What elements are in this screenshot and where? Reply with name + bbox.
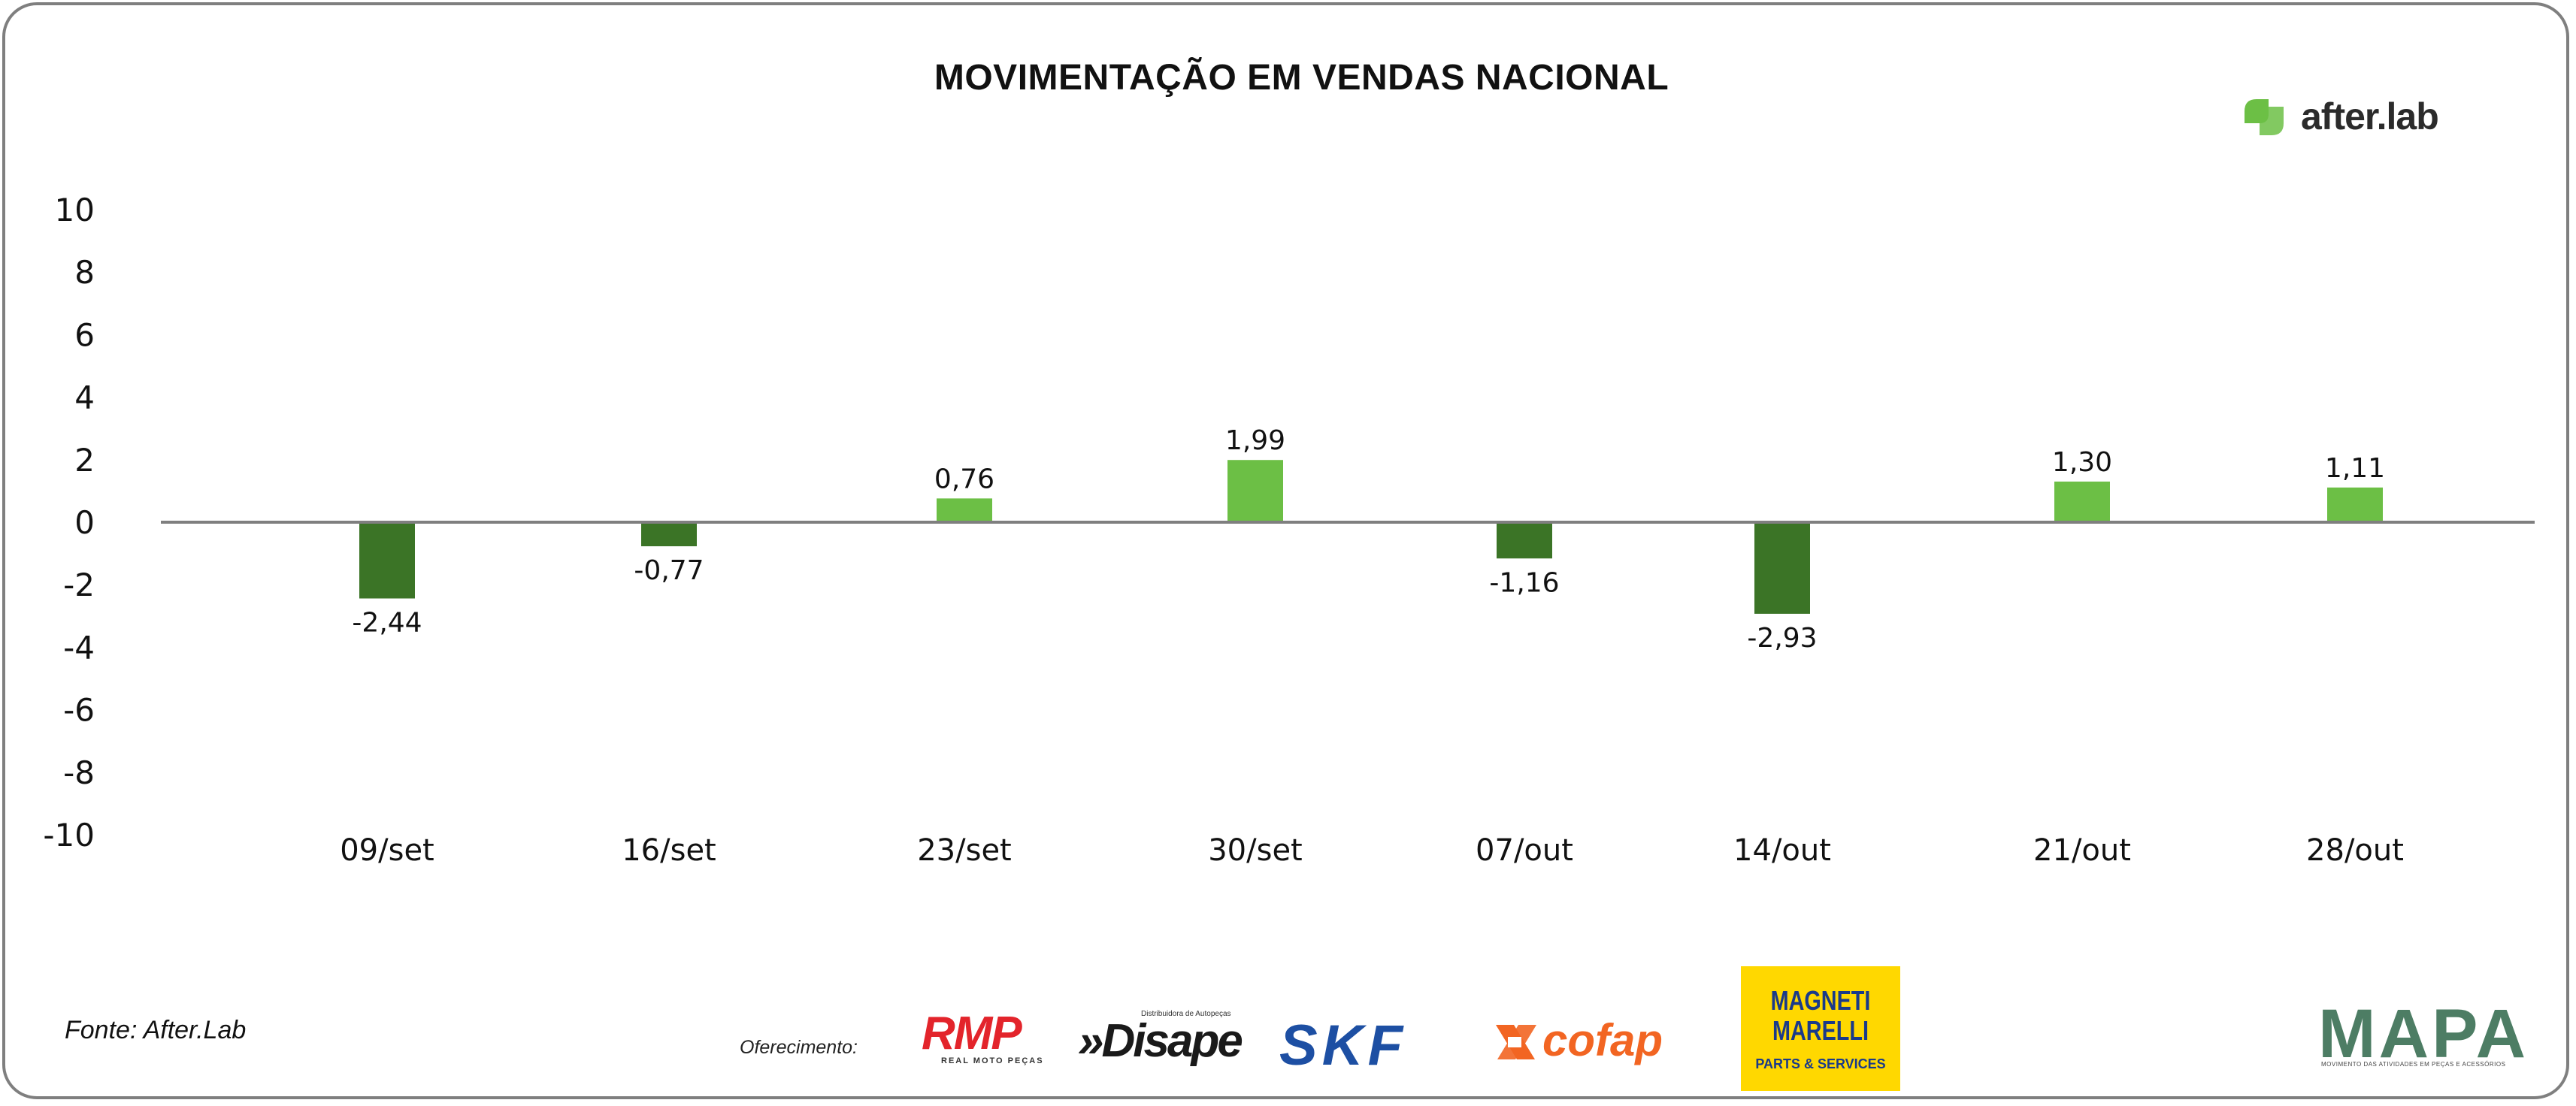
x-tick-label: 07/out — [1476, 833, 1573, 868]
mapa-wordmark: MAPA — [2318, 996, 2529, 1072]
cofap-x-icon — [1496, 1025, 1536, 1059]
x-tick-label: 28/out — [2306, 833, 2404, 868]
skf-wordmark: SKF — [1279, 1014, 1407, 1077]
y-tick-label: -8 — [63, 754, 95, 791]
bar — [359, 522, 415, 599]
bar — [641, 522, 697, 547]
after-lab-leaf-icon — [2245, 99, 2284, 135]
mapa-logo: MAPA MOVIMENTO DAS ATIVIDADES EM PEÇAS E… — [2318, 996, 2526, 1074]
bar — [2054, 481, 2110, 522]
data-label: -2,93 — [1747, 623, 1817, 654]
x-tick-label: 16/set — [622, 833, 716, 868]
bar — [2327, 487, 2383, 522]
source-note: Fonte: After.Lab — [65, 1016, 247, 1044]
data-label: -0,77 — [634, 555, 704, 586]
rmp-logo: RMP REAL MOTO PEÇAS — [922, 1010, 1057, 1067]
y-tick-label: -10 — [43, 817, 95, 854]
chart-title: MOVIMENTAÇÃO EM VENDAS NACIONAL — [934, 58, 1669, 98]
y-tick-label: 2 — [74, 442, 95, 479]
cofap-wordmark: cofap — [1542, 1015, 1663, 1065]
x-tick-label: 30/set — [1208, 833, 1303, 868]
y-tick-label: 10 — [55, 192, 95, 228]
after-lab-logo — [2245, 99, 2284, 135]
data-label: 1,11 — [2325, 453, 2385, 484]
data-label: -1,16 — [1489, 567, 1559, 598]
y-tick-label: -6 — [63, 692, 95, 729]
bar — [1227, 460, 1283, 522]
y-tick-label: 8 — [74, 254, 95, 291]
bar — [1754, 522, 1810, 614]
y-axis-ticks: 10 8 6 4 2 0 -2 -4 -6 -8 -10 — [43, 192, 95, 854]
disape-name: Disape — [1101, 1015, 1243, 1067]
rmp-wordmark: RMP — [922, 1008, 1022, 1059]
x-tick-label: 21/out — [2033, 833, 2131, 868]
disape-logo: Distribuidora de Autopeças »Disape — [1078, 1010, 1258, 1067]
y-tick-label: 0 — [74, 504, 95, 541]
data-label: 1,30 — [2052, 447, 2112, 478]
y-tick-label: 6 — [74, 316, 95, 353]
magneti-marelli-wordmark: MAGNETI MARELLI — [1770, 985, 1871, 1046]
data-label: 1,99 — [1225, 425, 1285, 456]
y-tick-label: -4 — [63, 629, 95, 666]
magneti-marelli-logo: MAGNETI MARELLI PARTS & SERVICES — [1741, 966, 1900, 1091]
y-tick-label: -2 — [63, 567, 95, 603]
disape-wordmark: »Disape — [1078, 1015, 1243, 1067]
bar-chart: 10 8 6 4 2 0 -2 -4 -6 -8 -10 -2,44 -0,77 0,76 1,99 -1,… — [43, 192, 2535, 868]
x-tick-label: 23/set — [917, 833, 1012, 868]
y-tick-label: 4 — [74, 379, 95, 416]
rmp-tagline: REAL MOTO PEÇAS — [941, 1056, 1044, 1065]
bar-series — [359, 460, 2383, 614]
bar — [1497, 522, 1552, 559]
disape-tagline: Distribuidora de Autopeças — [1141, 1010, 1231, 1018]
mapa-tagline: MOVIMENTO DAS ATIVIDADES EM PEÇAS E ACES… — [2321, 1061, 2506, 1068]
cofap-logo: cofap — [1488, 1014, 1706, 1067]
data-labels: -2,44 -0,77 0,76 1,99 -1,16 -2,93 1,30 1,11 — [352, 425, 2385, 654]
data-label: 0,76 — [934, 464, 994, 494]
sponsor-label: Oferecimento: — [740, 1037, 858, 1058]
bar — [937, 498, 992, 522]
skf-logo: SKF — [1279, 1014, 1475, 1077]
x-tick-label: 09/set — [340, 833, 434, 868]
data-label: -2,44 — [352, 608, 422, 639]
x-axis-ticks: 09/set 16/set 23/set 30/set 07/out 14/out 21/o… — [340, 833, 2404, 868]
magneti-marelli-tagline: PARTS & SERVICES — [1755, 1056, 1886, 1071]
after-lab-wordmark: after.lab — [2301, 95, 2439, 137]
x-tick-label: 14/out — [1733, 833, 1831, 868]
